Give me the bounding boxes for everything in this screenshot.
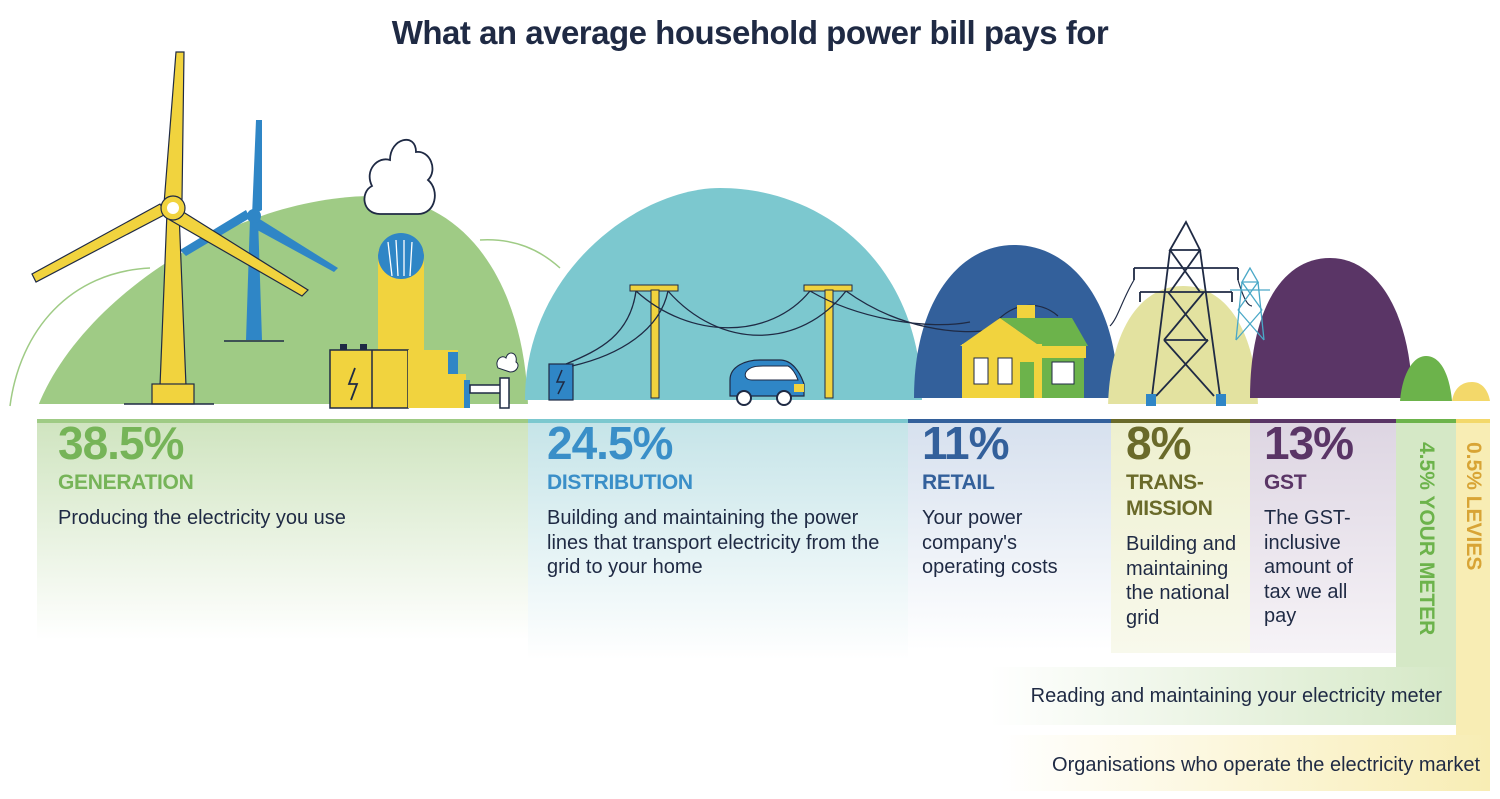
generation-panel: [37, 419, 528, 640]
levies-panel: [1000, 419, 1490, 791]
transmission-percent: 8%: [1126, 417, 1191, 469]
ground-line: [38, 404, 1490, 407]
gst-block: 13% GST The GST-inclusive amount of tax …: [1264, 420, 1382, 629]
distribution-description: Building and maintaining the power lines…: [547, 507, 880, 578]
transmission-hill: [1108, 286, 1258, 406]
gst-description: The GST-inclusive amount of tax we all p…: [1264, 507, 1353, 627]
power-station-illustration: [329, 138, 519, 409]
page-title: What an average household power bill pay…: [391, 14, 1109, 51]
distribution-hill: [525, 188, 922, 400]
transmission-name: TRANS- MISSION: [1126, 471, 1213, 520]
generation-description: Producing the electricity you use: [58, 507, 346, 529]
transmission-block: 8% TRANS- MISSION Building and maintaini…: [1126, 420, 1246, 630]
retail-description: Your power company's operating costs: [922, 507, 1058, 578]
meter-panel: [990, 419, 1456, 725]
retail-panel: [908, 419, 1111, 650]
distribution-name: DISTRIBUTION: [547, 471, 693, 494]
gst-percent: 13%: [1264, 417, 1354, 469]
generation-block: 38.5% GENERATION Producing the electrici…: [58, 420, 518, 531]
pylon-foot-left: [1146, 394, 1156, 406]
meter-hill: [1400, 356, 1452, 401]
transmission-panel: [1111, 419, 1250, 653]
distribution-panel: [528, 419, 908, 660]
yellow-wind-turbine: [31, 51, 309, 405]
meter-label: 4.5% YOUR METER: [1415, 442, 1438, 636]
levies-description: Organisations who operate the electricit…: [1052, 754, 1480, 776]
generation-hill-outline: [9, 267, 151, 407]
distribution-percent: 24.5%: [547, 417, 673, 469]
generation-percent: 38.5%: [58, 417, 184, 469]
distribution-block: 24.5% DISTRIBUTION Building and maintain…: [547, 420, 899, 580]
retail-name: RETAIL: [922, 471, 995, 494]
small-pylon: [1230, 266, 1270, 341]
retail-percent: 11%: [922, 417, 1010, 469]
generation-hill-outline-right: [479, 239, 561, 269]
levies-label: 0.5% LEVIES: [1462, 442, 1485, 571]
gst-panel: [1250, 419, 1396, 653]
pylon-illustration: [1109, 220, 1253, 397]
generation-name: GENERATION: [58, 471, 194, 494]
gst-name: GST: [1264, 471, 1307, 494]
house-illustration: [960, 304, 1088, 398]
electric-car: [729, 359, 805, 406]
retail-block: 11% RETAIL Your power company's operatin…: [922, 420, 1104, 580]
pylon-foot-right: [1216, 394, 1226, 406]
gst-hill: [1250, 258, 1412, 398]
steam-cloud: [363, 138, 436, 215]
levies-hill: [1452, 382, 1490, 401]
transmission-description: Building and maintaining the national gr…: [1126, 533, 1237, 629]
distribution-illustration: [548, 284, 991, 406]
meter-description: Reading and maintaining your electricity…: [1030, 685, 1442, 707]
